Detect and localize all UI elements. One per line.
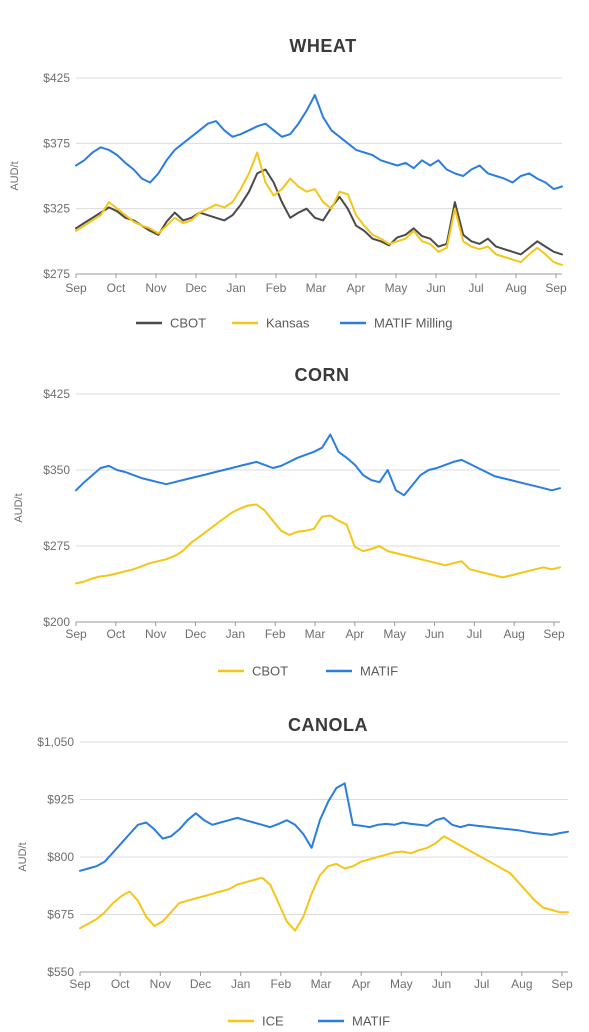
x-tick-label: Nov: [150, 977, 171, 991]
x-tick-label: Aug: [511, 977, 532, 991]
y-tick-label: $1,050: [37, 735, 74, 749]
chart-wheat: WHEAT $275 $325 $375 $425 AUD/t Sep Oct Nov Dec Ja…: [9, 36, 567, 331]
y-tick-label: $275: [43, 539, 70, 553]
y-axis-label: AUD/t: [9, 161, 21, 190]
chart-title: WHEAT: [289, 36, 356, 56]
legend-label: ICE: [262, 1014, 284, 1029]
series-line-ice: [79, 835, 569, 932]
x-tick-label: Oct: [107, 281, 126, 295]
x-tick-label: Aug: [505, 281, 526, 295]
legend-item-matif[interactable]: MATIF: [318, 1014, 390, 1029]
y-axis-label: AUD/t: [13, 493, 25, 522]
x-tick-label: Feb: [270, 977, 291, 991]
y-tick-label: $425: [43, 71, 70, 85]
legend-label: MATIF: [352, 1014, 390, 1029]
legend-label: CBOT: [170, 316, 206, 331]
series-line-matif: [75, 433, 561, 497]
legend-item-cbot[interactable]: CBOT: [218, 664, 288, 679]
y-tick-label: $350: [43, 463, 70, 477]
x-tick-label: Jun: [425, 627, 444, 641]
x-tick-label: Mar: [305, 627, 326, 641]
x-tick-label: Jan: [226, 627, 245, 641]
y-tick-label: $800: [47, 850, 74, 864]
x-tick-label: Dec: [190, 977, 211, 991]
series-line-kansas: [75, 151, 563, 266]
y-tick-label: $925: [47, 793, 74, 807]
x-tick-label: Jun: [432, 977, 451, 991]
x-tick-label: Apr: [347, 281, 366, 295]
x-tick-label: Nov: [145, 281, 166, 295]
x-tick-label: Oct: [111, 977, 130, 991]
legend-item-ice[interactable]: ICE: [228, 1014, 284, 1029]
y-tick-label: $425: [43, 387, 70, 401]
x-tick-label: Apr: [352, 977, 371, 991]
x-tick-label: Sep: [545, 281, 567, 295]
x-tick-label: May: [390, 977, 413, 991]
chart-title: CORN: [295, 365, 350, 385]
y-tick-label: $325: [43, 202, 70, 216]
x-tick-label: Nov: [145, 627, 166, 641]
legend-label: MATIF: [360, 664, 398, 679]
chart-title: CANOLA: [288, 715, 368, 735]
x-tick-label: Aug: [503, 627, 524, 641]
y-axis-label: AUD/t: [17, 842, 29, 871]
x-tick-label: Oct: [106, 627, 125, 641]
legend-label: Kansas: [266, 316, 310, 331]
x-tick-label: Dec: [185, 281, 206, 295]
x-tick-label: Jan: [226, 281, 245, 295]
x-tick-label: Feb: [266, 281, 287, 295]
chart-canola: CANOLA $550 $675 $800 $925 $1,050 AUD/t Sep Oct N…: [17, 715, 573, 1029]
x-tick-label: Jul: [467, 627, 482, 641]
x-tick-label: Sep: [551, 977, 573, 991]
chart-corn: CORN $200 $275 $350 $425 AUD/t Sep Oct Nov Dec Jan…: [13, 365, 565, 679]
series-line-cbot: [75, 503, 561, 585]
x-tick-label: Jul: [468, 281, 483, 295]
y-tick-label: $275: [43, 267, 70, 281]
x-tick-label: Mar: [306, 281, 327, 295]
legend-item-kansas[interactable]: Kansas: [232, 316, 310, 331]
x-tick-label: May: [383, 627, 406, 641]
x-tick-label: Jun: [426, 281, 445, 295]
x-tick-label: Mar: [311, 977, 332, 991]
legend-item-cbot[interactable]: CBOT: [136, 316, 206, 331]
y-tick-label: $200: [43, 615, 70, 629]
x-tick-label: Sep: [65, 281, 87, 295]
x-tick-label: Sep: [543, 627, 565, 641]
legend-label: CBOT: [252, 664, 288, 679]
x-tick-label: Dec: [185, 627, 206, 641]
y-tick-label: $375: [43, 136, 70, 150]
y-tick-label: $675: [47, 908, 74, 922]
series-line-matif: [79, 782, 569, 872]
series-line-matif-milling: [75, 94, 563, 191]
x-tick-label: Sep: [65, 627, 87, 641]
x-tick-label: May: [385, 281, 408, 295]
x-tick-label: Feb: [265, 627, 286, 641]
x-tick-label: Sep: [69, 977, 91, 991]
x-tick-label: Jul: [474, 977, 489, 991]
x-tick-label: Apr: [345, 627, 364, 641]
legend-item-matif[interactable]: MATIF: [326, 664, 398, 679]
y-tick-label: $550: [47, 965, 74, 979]
x-tick-label: Jan: [231, 977, 250, 991]
legend-item-matif-milling[interactable]: MATIF Milling: [340, 316, 452, 331]
legend-label: MATIF Milling: [374, 316, 452, 331]
series-line-cbot: [75, 168, 563, 256]
